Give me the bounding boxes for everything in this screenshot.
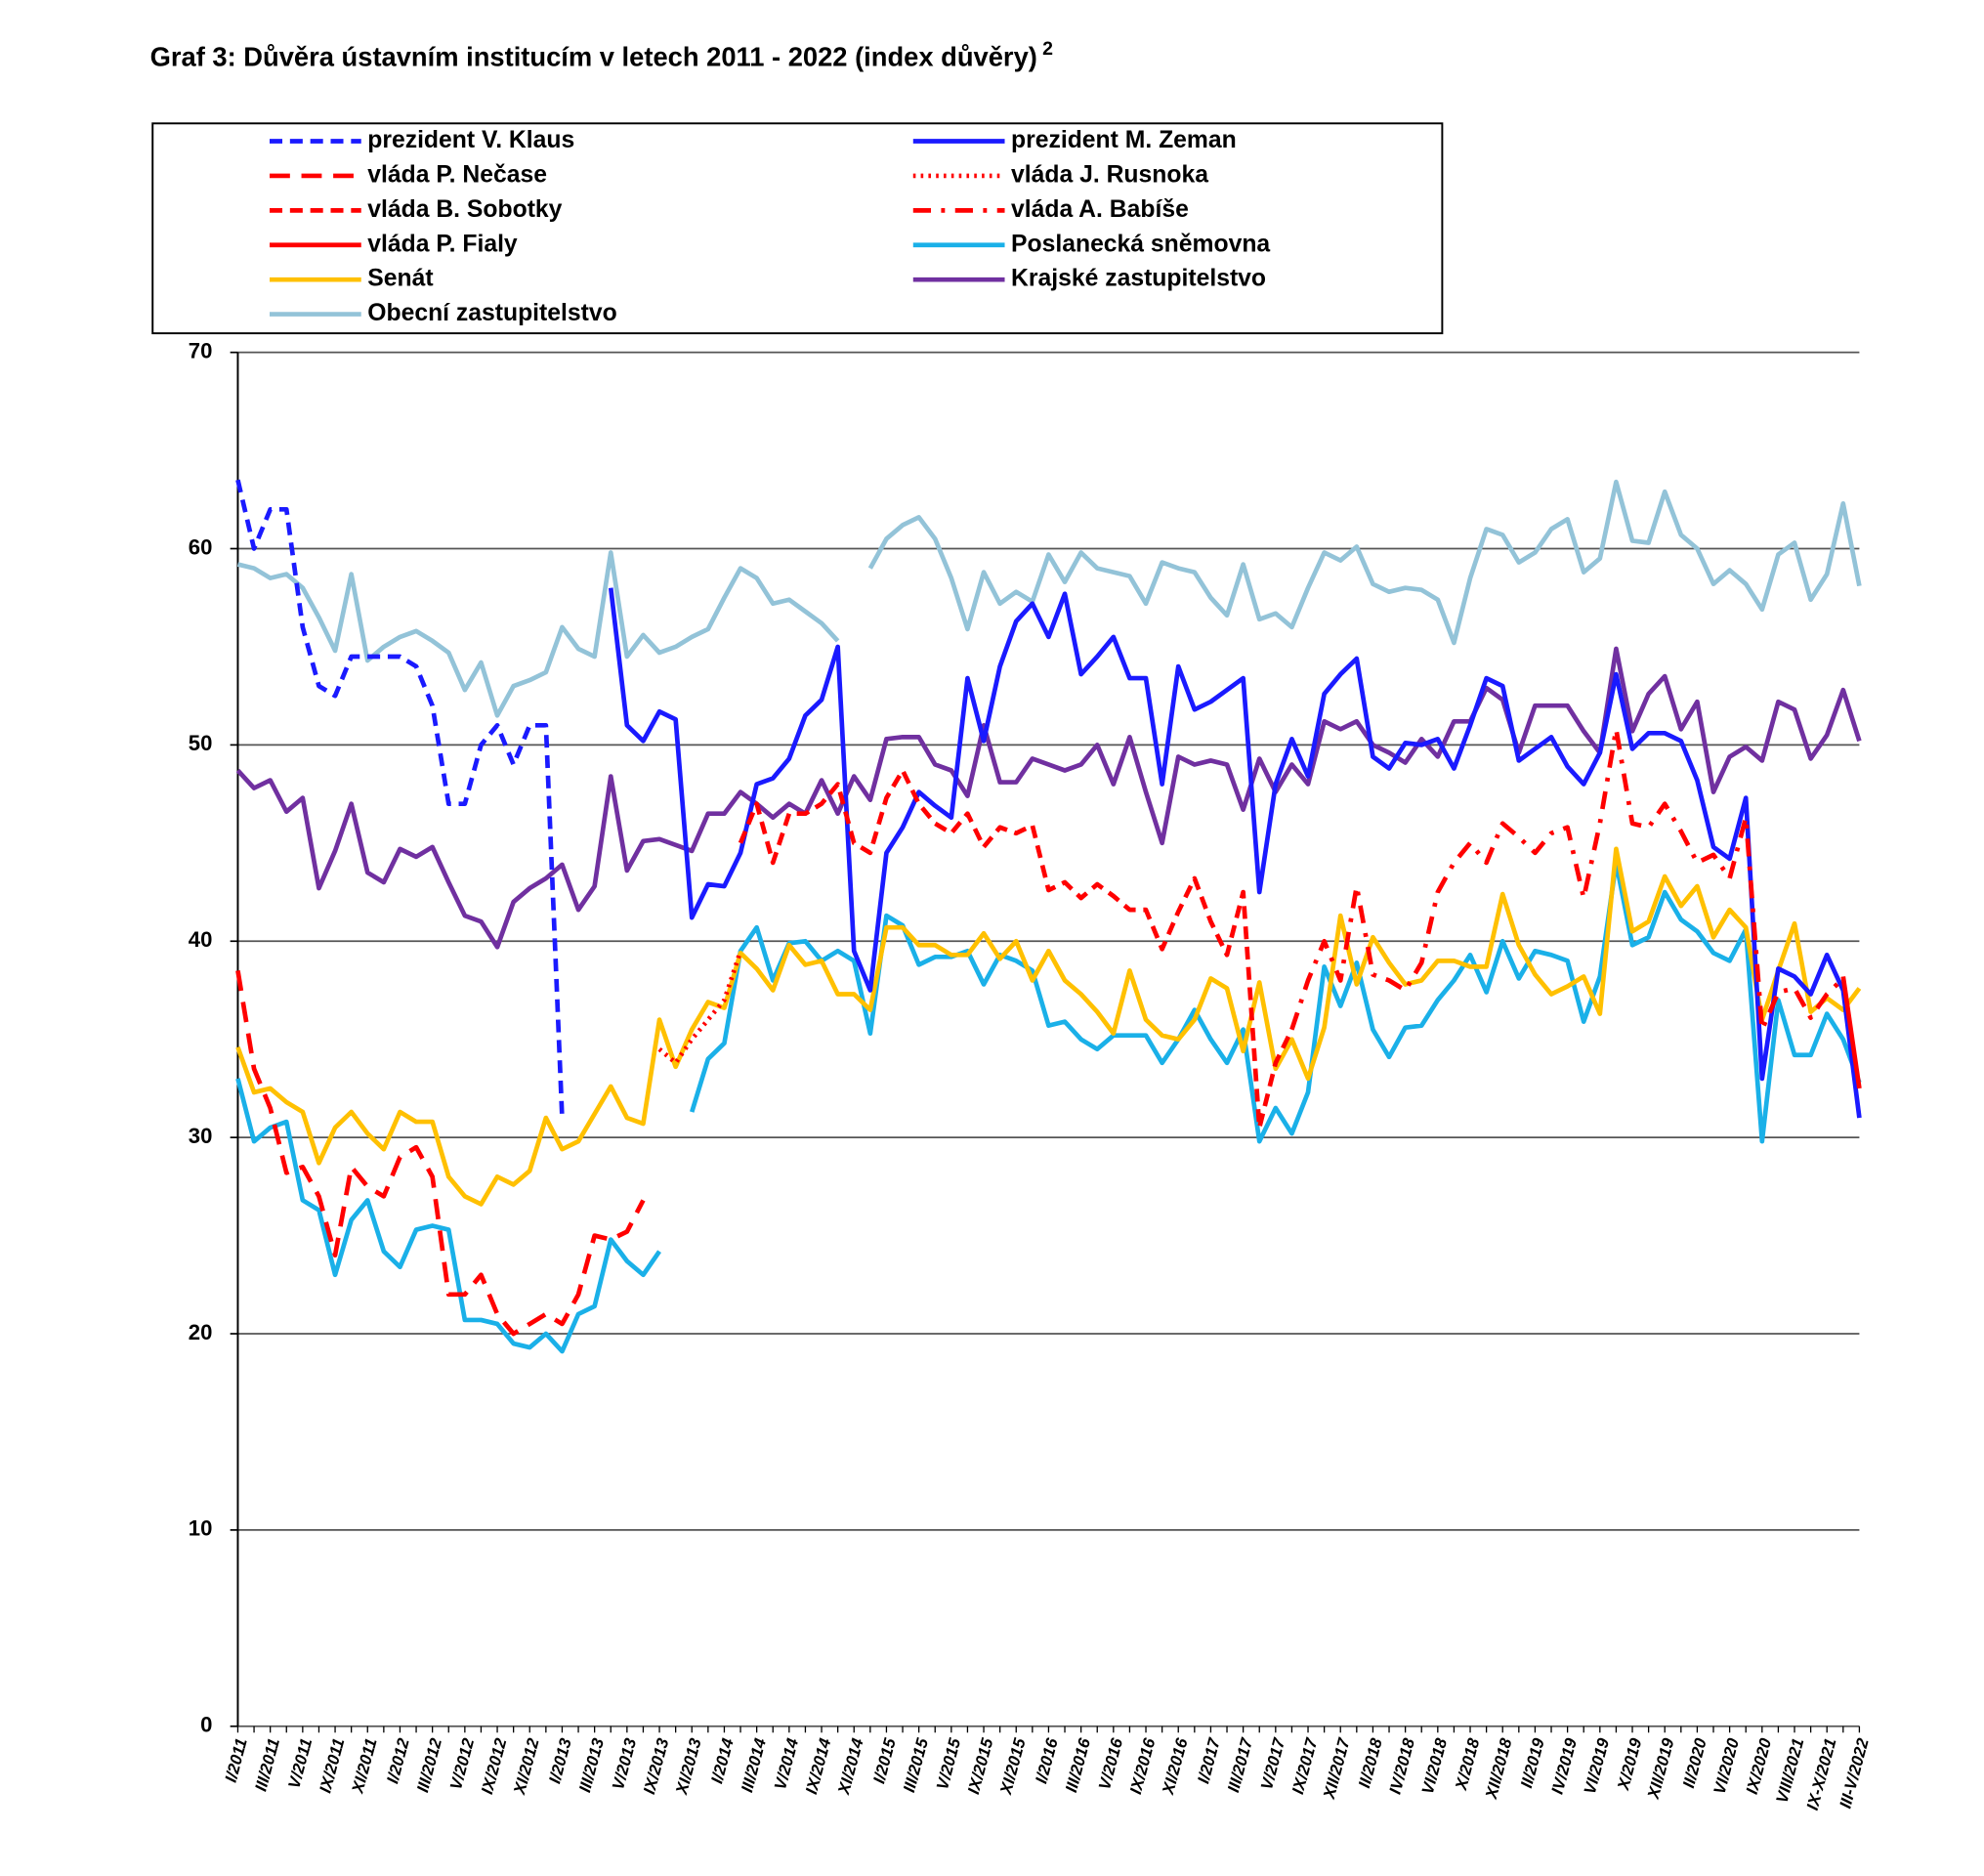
series-line — [1840, 976, 1862, 1089]
y-tick-label: 50 — [189, 731, 213, 755]
series-line — [235, 970, 646, 1337]
legend-label: vláda P. Nečase — [367, 161, 547, 188]
y-tick-label: 10 — [189, 1516, 213, 1541]
series-line — [657, 950, 743, 1066]
series-line — [1289, 726, 1845, 1033]
title-text: Graf 3: Důvěra ústavním institucím v let… — [150, 42, 1037, 72]
legend-label: Poslanecká sněmovna — [1011, 231, 1270, 257]
y-tick-label: 0 — [200, 1713, 212, 1737]
legend-label: vláda P. Fialy — [367, 231, 518, 257]
y-tick-label: 20 — [189, 1320, 213, 1344]
title-superscript: 2 — [1042, 38, 1053, 60]
series-line — [738, 768, 1294, 1130]
series-line — [235, 860, 1862, 1354]
legend-label: vláda J. Rusnoka — [1011, 161, 1208, 188]
legend-label: prezident M. Zeman — [1011, 127, 1237, 153]
series-line — [236, 479, 1862, 718]
y-tick-label: 30 — [189, 1124, 213, 1148]
legend-label: vláda A. Babíše — [1011, 196, 1189, 223]
y-tick-label: 70 — [189, 338, 213, 362]
legend-label: Obecní zastupitelstvo — [367, 300, 616, 326]
series-line — [235, 646, 1862, 950]
chart-title: Graf 3: Důvěra ústavním institucím v let… — [150, 38, 1053, 72]
legend-label: Senát — [367, 266, 433, 292]
legend-box — [151, 122, 1444, 335]
series-line — [608, 587, 1862, 1119]
y-tick-label: 60 — [189, 534, 213, 559]
legend-label: vláda B. Sobotky — [367, 196, 562, 223]
legend-label: Krajské zastupitelstvo — [1011, 266, 1266, 292]
series-line — [235, 479, 565, 1119]
y-tick-label: 40 — [189, 927, 213, 952]
series-line — [235, 846, 1862, 1207]
legend-label: prezident V. Klaus — [367, 127, 574, 153]
